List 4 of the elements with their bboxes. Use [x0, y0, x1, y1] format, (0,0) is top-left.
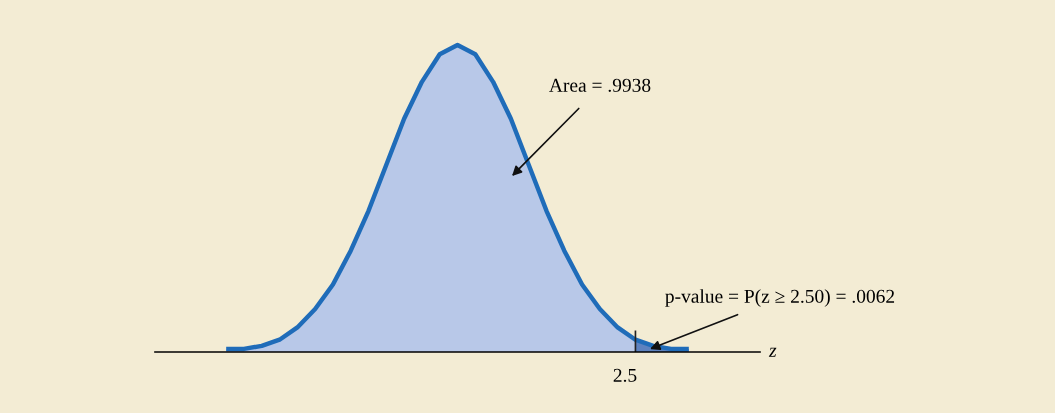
annotation: Area = .9938	[549, 78, 651, 92]
text: 2.5	[613, 368, 637, 382]
annotation: p-value = P(z ≥ 2.50) = .0062	[665, 289, 895, 307]
x-axis-title: z	[768, 347, 777, 357]
